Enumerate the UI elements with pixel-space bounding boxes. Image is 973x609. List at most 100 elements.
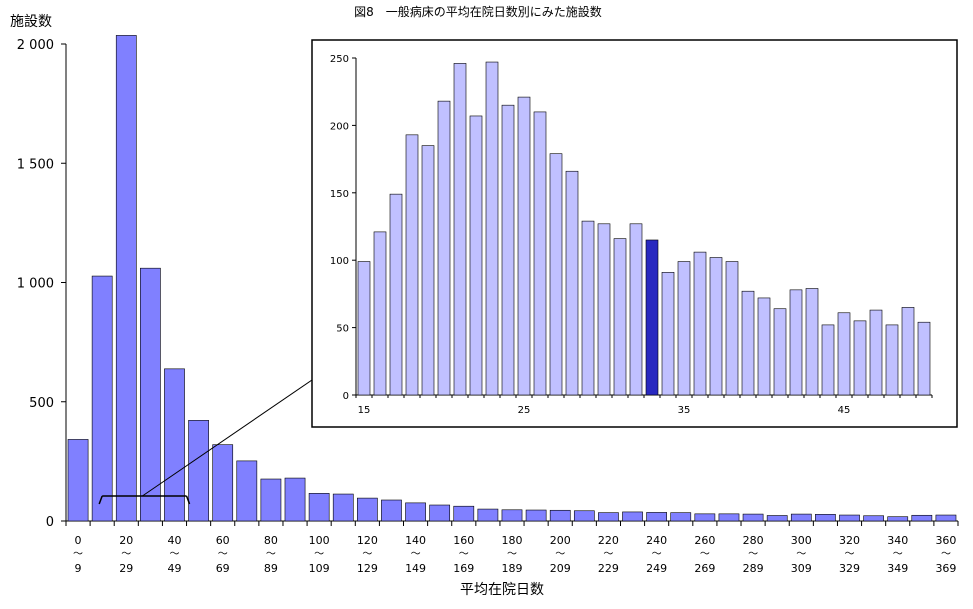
inset-bar (741, 290, 755, 396)
inset-bar (885, 324, 899, 396)
x-tick-label-end: 309 (791, 562, 812, 575)
inset-y-tick-label: 50 (336, 324, 349, 335)
inset-bar (453, 63, 467, 396)
inset-bar (437, 100, 451, 396)
bar (525, 509, 547, 522)
inset-bar (789, 289, 803, 396)
range-bracket-left-end (98, 495, 103, 505)
bar (429, 504, 451, 522)
bar (742, 513, 764, 522)
x-tick-label-end: 269 (694, 562, 715, 575)
x-tick-label-start: 100 (309, 534, 330, 547)
inset-x-tick-label: 45 (838, 405, 851, 416)
range-bracket-right-end (185, 495, 191, 505)
inset-bar (517, 96, 531, 396)
x-tick-label-separator: 〜 (796, 549, 806, 560)
bar (911, 514, 933, 522)
bar (284, 477, 306, 522)
bar (549, 509, 571, 522)
x-tick-label-end: 209 (550, 562, 571, 575)
bar (236, 460, 258, 522)
x-tick-label-start: 80 (264, 534, 278, 547)
x-tick-label-separator: 〜 (73, 549, 83, 560)
x-tick-label-separator: 〜 (121, 549, 131, 560)
bar (670, 512, 692, 522)
x-tick-label-separator: 〜 (411, 549, 421, 560)
y-tick-label: 500 (29, 396, 54, 411)
x-tick-label-start: 180 (502, 534, 523, 547)
inset-plot: 0 50 100 150 200 250 15 25 35 45 (311, 39, 958, 428)
inset-bar (469, 115, 483, 396)
x-tick-label-start: 340 (887, 534, 908, 547)
inset-bar (357, 261, 371, 396)
x-tick-label-separator: 〜 (603, 549, 613, 560)
x-tick-label-end: 189 (502, 562, 523, 575)
x-tick-label-end: 229 (598, 562, 619, 575)
x-tick-label-end: 69 (216, 562, 230, 575)
x-tick-label-separator: 〜 (169, 549, 179, 560)
x-tick-label-end: 329 (839, 562, 860, 575)
zoom-leader-line (142, 379, 313, 497)
x-tick-label-start: 20 (119, 534, 133, 547)
inset-bar (485, 61, 499, 396)
x-tick-label-end: 289 (743, 562, 764, 575)
inset-bar (389, 193, 403, 396)
x-tick-label-end: 369 (935, 562, 956, 575)
inset-y-tick-label: 100 (330, 256, 349, 267)
inset-bar (501, 104, 515, 396)
x-tick-label-separator: 〜 (555, 549, 565, 560)
bar (67, 439, 89, 522)
inset-bar (373, 231, 387, 396)
bar (863, 515, 884, 522)
zoom-connector (98, 379, 313, 505)
x-tick-label-start: 120 (357, 534, 378, 547)
x-tick-label-start: 220 (598, 534, 619, 547)
inset-bar (837, 312, 851, 396)
bar (332, 493, 354, 522)
inset-bar (645, 239, 659, 396)
bar (115, 35, 137, 522)
bar (887, 516, 909, 522)
x-tick-label-separator: 〜 (362, 549, 372, 560)
x-tick-label-start: 140 (405, 534, 426, 547)
x-tick-label-separator: 〜 (748, 549, 758, 560)
x-tick-label-separator: 〜 (845, 549, 855, 560)
bar (815, 514, 836, 522)
x-tick-label-end: 149 (405, 562, 426, 575)
x-tick-label-end: 29 (119, 562, 133, 575)
x-tick-label-end: 129 (357, 562, 378, 575)
inset-x-tick-label: 35 (678, 405, 691, 416)
bar (308, 493, 330, 522)
x-tick-label-start: 240 (646, 534, 667, 547)
bar (790, 513, 812, 522)
bar (573, 510, 595, 522)
inset-bar (709, 257, 723, 396)
bar (140, 267, 161, 522)
x-tick-label-start: 280 (743, 534, 764, 547)
inset-bar (917, 321, 931, 396)
bar (598, 512, 619, 522)
bar (212, 444, 234, 522)
x-tick-label-separator: 〜 (652, 549, 662, 560)
x-axis-label: 平均在院日数 (460, 582, 544, 598)
x-tick-label-end: 109 (309, 562, 330, 575)
inset-bar (757, 297, 771, 396)
x-tick-label-separator: 〜 (266, 549, 276, 560)
bar (935, 514, 957, 522)
bar (694, 513, 716, 522)
inset-bar (821, 324, 835, 396)
y-axis-label: 施設数 (10, 14, 52, 30)
inset-bar (421, 145, 435, 396)
inset-y-tick-label: 150 (330, 189, 349, 200)
bar (839, 514, 860, 522)
bar (260, 478, 282, 522)
x-tick-label-start: 40 (167, 534, 181, 547)
x-tick-label-start: 200 (550, 534, 571, 547)
y-tick-label: 1 000 (17, 277, 54, 292)
inset-y-tick-label: 250 (330, 54, 349, 65)
x-tick-label-start: 0 (75, 534, 82, 547)
y-tick-label: 1 500 (17, 157, 54, 172)
